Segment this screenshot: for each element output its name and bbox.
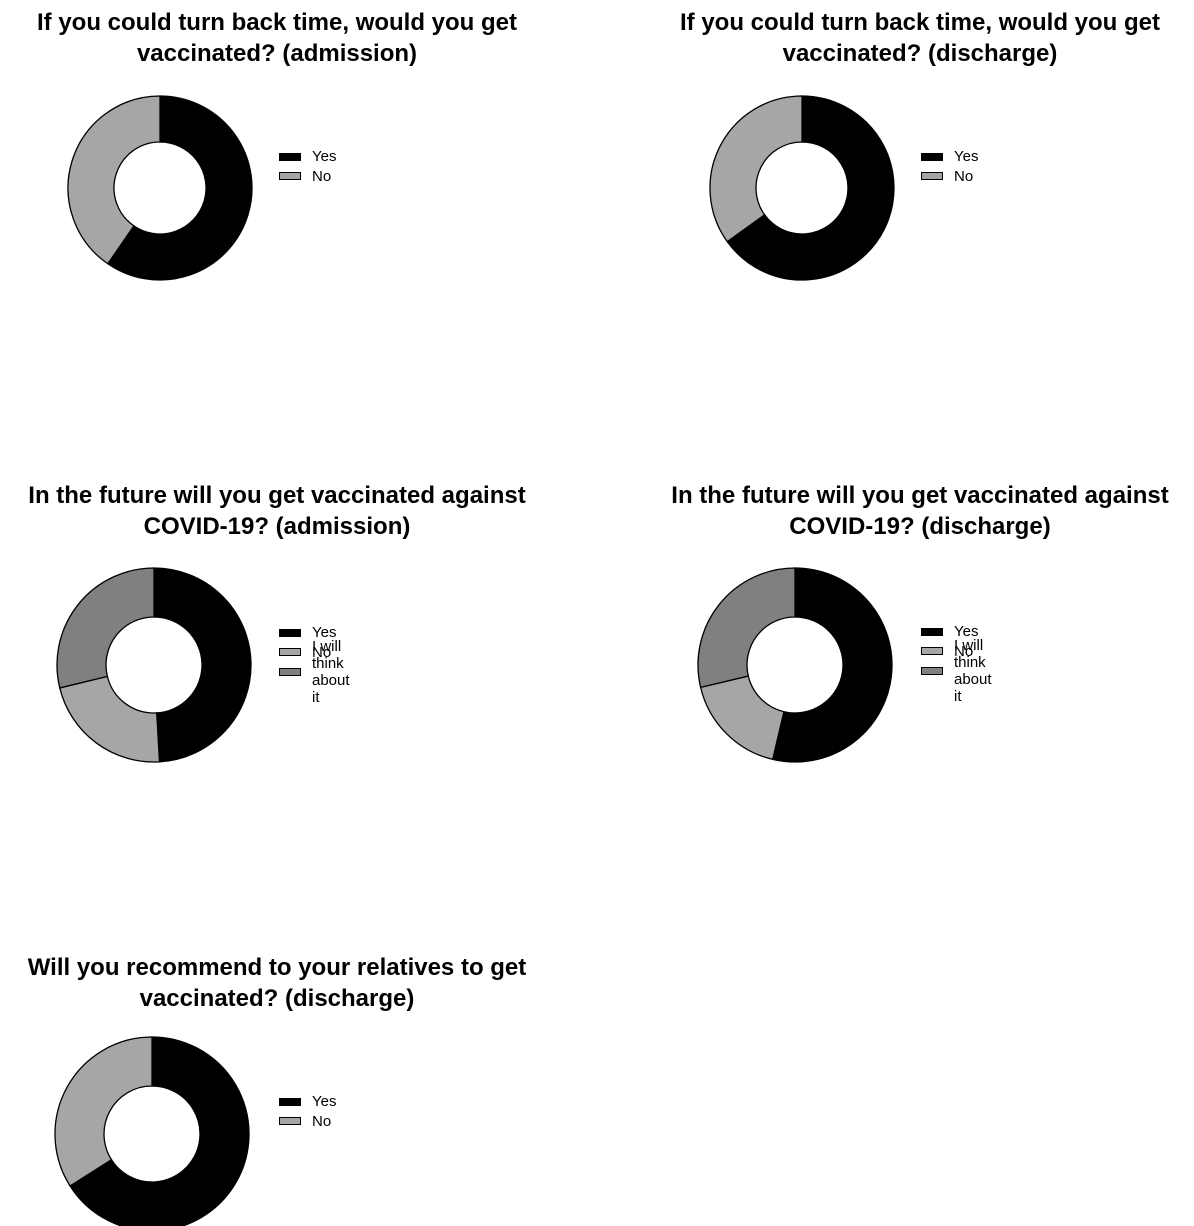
slice-think [56,567,155,689]
legend: Yes No [921,147,978,186]
legend: Yes No I will think about it [279,623,350,706]
legend-label: Yes [954,623,979,641]
title-line: In the future will you get vaccinated ag… [28,482,526,509]
legend-label: I will think about it [954,636,992,705]
donut-chart [697,567,893,763]
legend-label: No [954,642,974,660]
legend-item: I will think about it [279,638,350,706]
legend-label: Yes [954,148,979,166]
legend-item: No [279,1112,336,1132]
slice-yes [153,567,252,763]
legend-swatch [921,172,943,181]
title-line: If you could turn back time, would you g… [36,9,518,36]
donut-chart [56,567,252,763]
legend-label: Yes [312,148,337,166]
legend-item: I will think about it [921,637,992,705]
legend-swatch [279,628,301,637]
slice-yes [106,95,253,281]
slice-no [709,95,803,243]
legend-swatch [921,666,943,675]
legend-label: No [312,1112,332,1130]
chart-title: If you could turn back time, would you g… [620,7,1194,69]
legend-item: Yes [279,623,350,643]
legend-swatch [279,667,301,676]
legend-label: I will think about it [312,637,350,706]
slice-no [67,95,161,265]
legend-label: No [312,167,332,185]
legend-item: Yes [921,622,992,642]
slice-yes [69,1036,250,1226]
title-line: vaccinated? (discharge) [782,40,1058,67]
legend-swatch [279,172,301,181]
legend-label: No [954,167,974,185]
title-line: vaccinated? (admission) [136,40,418,67]
donut-chart [54,1036,250,1226]
title-line: In the future will you get vaccinated ag… [671,482,1169,509]
donut-chart [67,95,253,281]
donut-chart [709,95,895,281]
legend-label: Yes [312,1093,337,1111]
chart-title: In the future will you get vaccinated ag… [0,480,577,542]
chart-title: If you could turn back time, would you g… [0,7,577,69]
title-line: COVID-19? (discharge) [789,513,1051,540]
slice-yes [771,567,893,763]
slice-no [54,1036,153,1187]
title-line: Will you recommend to your relatives to … [27,954,527,981]
legend-swatch [921,627,943,636]
legend-swatch [279,1117,301,1126]
legend-item: No [921,642,992,662]
chart-title: In the future will you get vaccinated ag… [620,480,1194,542]
legend-swatch [279,1097,301,1106]
legend-item: No [279,167,336,187]
legend-swatch [279,648,301,657]
legend: Yes No [279,147,336,186]
title-line: vaccinated? (discharge) [139,985,415,1012]
slice-yes [726,95,895,281]
chart-title: Will you recommend to your relatives to … [0,952,577,1014]
legend-item: Yes [279,147,336,167]
legend-item: No [279,643,350,663]
title-line: COVID-19? (admission) [143,513,411,540]
slice-think [697,567,796,689]
legend: Yes No [279,1092,336,1131]
legend-item: Yes [279,1092,336,1112]
title-line: If you could turn back time, would you g… [679,9,1161,36]
legend-swatch [921,152,943,161]
slice-no [58,675,161,763]
legend-label: Yes [312,624,337,642]
slice-no [699,675,785,761]
legend-item: Yes [921,147,978,167]
legend: Yes No I will think about it [921,622,992,705]
legend-label: No [312,643,332,661]
legend-swatch [279,152,301,161]
legend-swatch [921,647,943,656]
legend-item: No [921,167,978,187]
